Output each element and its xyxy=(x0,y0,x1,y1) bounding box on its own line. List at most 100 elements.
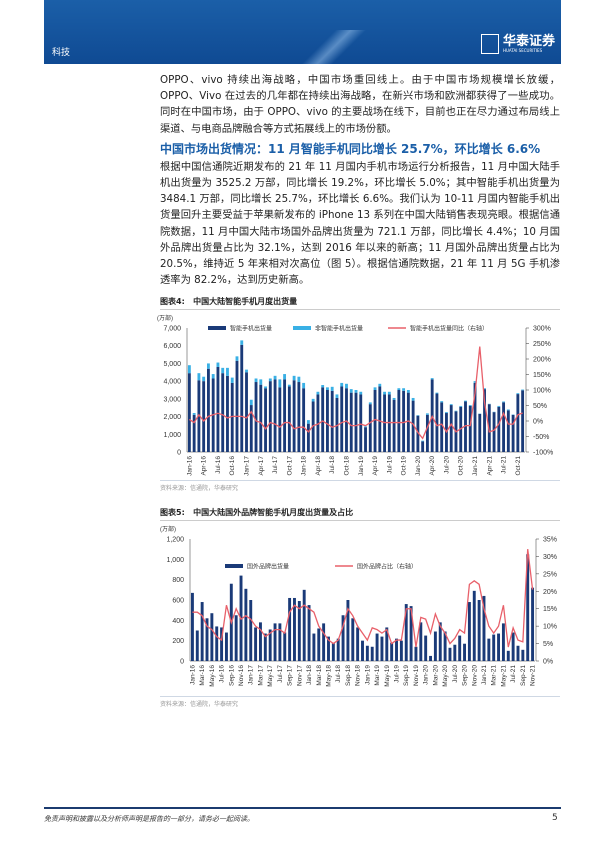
bar-53 xyxy=(448,648,452,662)
stack-bar-10 xyxy=(235,356,239,362)
bar-13 xyxy=(249,405,253,453)
stack-bar-21 xyxy=(287,385,291,387)
bar-50 xyxy=(433,631,437,662)
y2-tick-label: 50% xyxy=(533,403,547,410)
bar-4 xyxy=(210,613,214,662)
y-axis-unit: (万部) xyxy=(157,314,173,322)
paragraph-shipments: 根据中国信通院近期发布的 21 年 11 月国内手机市场运行分析报告，11 月中… xyxy=(160,160,560,287)
stack-bar-16 xyxy=(264,386,267,389)
bar-31 xyxy=(341,615,345,662)
bar-46 xyxy=(414,647,418,662)
bar-17 xyxy=(268,381,272,453)
bar-20 xyxy=(288,598,292,662)
x-tick-label: Apr-18 xyxy=(315,456,322,476)
bar-60 xyxy=(473,383,477,453)
x-tick-label: Jan-17 xyxy=(248,665,255,685)
stack-bar-18 xyxy=(273,376,277,380)
stack-bar-53 xyxy=(440,401,444,403)
y2-tick-label: 0% xyxy=(533,419,543,426)
bar-33 xyxy=(345,388,348,453)
bar-40 xyxy=(378,386,382,453)
bar-50 xyxy=(425,415,429,453)
x-tick-label: Sep-19 xyxy=(403,665,410,686)
bar-18 xyxy=(273,379,277,453)
chart4-title-text: 中国大陆智能手机月度出货量 xyxy=(193,297,298,307)
banner-decoration xyxy=(274,30,394,64)
x-tick-label: Jul-21 xyxy=(510,665,517,683)
bar-6 xyxy=(220,627,224,662)
bar-57 xyxy=(467,602,471,662)
bar-32 xyxy=(346,600,350,662)
x-tick-label: Oct-20 xyxy=(458,456,465,476)
bar-55 xyxy=(449,405,453,453)
bar-60 xyxy=(482,596,486,662)
bar-0 xyxy=(187,373,191,453)
bar-16 xyxy=(268,629,272,662)
bar-34 xyxy=(356,627,360,662)
bar-67 xyxy=(516,646,520,662)
x-tick-label: Apr-21 xyxy=(486,456,493,476)
bar-30 xyxy=(336,639,340,662)
bar-27 xyxy=(322,623,326,662)
x-tick-label: Jul-16 xyxy=(219,665,226,683)
bar-55 xyxy=(458,636,462,662)
bar-62 xyxy=(483,389,486,453)
stack-bar-24 xyxy=(302,383,306,389)
stack-bar-8 xyxy=(226,368,229,377)
yoy-line xyxy=(192,549,534,648)
x-tick-label: Jan-19 xyxy=(364,665,371,685)
x-tick-label: Jan-20 xyxy=(415,456,422,476)
y2-tick-label: 25% xyxy=(543,572,557,579)
stack-bar-20 xyxy=(283,374,287,380)
y2-tick-label: 250% xyxy=(533,341,551,348)
bar-23 xyxy=(302,590,306,662)
stack-bar-35 xyxy=(354,390,358,394)
legend-label: 非智能手机出货量 xyxy=(315,325,363,333)
stack-bar-9 xyxy=(230,378,234,384)
y2-tick-label: 150% xyxy=(533,372,551,379)
bar-15 xyxy=(263,633,267,662)
chart5-title-text: 中国大陆国外品牌智能手机月度出货量及占比 xyxy=(193,508,354,518)
bar-10 xyxy=(235,361,239,453)
bar-11 xyxy=(240,345,244,453)
legend-label: 国外品牌出货量 xyxy=(247,563,289,571)
bar-39 xyxy=(373,390,377,453)
x-tick-label: Jan-16 xyxy=(186,456,193,476)
logo-name: 华泰证券 xyxy=(502,34,555,49)
bar-35 xyxy=(354,393,358,453)
stack-bar-40 xyxy=(378,384,382,387)
x-tick-label: Jan-17 xyxy=(244,456,251,476)
bar-24 xyxy=(302,388,306,453)
bar-6 xyxy=(216,367,220,453)
bar-64 xyxy=(492,412,496,453)
yoy-line xyxy=(189,346,523,441)
stack-bar-69 xyxy=(516,393,520,395)
stack-bar-49 xyxy=(421,441,425,442)
chart5-source: 资料来源：信通院，华泰研究 xyxy=(160,696,560,709)
bar-29 xyxy=(331,643,335,662)
page-number: 5 xyxy=(552,813,558,823)
x-tick-label: May-21 xyxy=(500,665,507,687)
y-tick-label: 7,000 xyxy=(163,326,181,333)
bar-12 xyxy=(245,372,248,453)
bar-28 xyxy=(321,387,325,453)
y2-tick-label: -50% xyxy=(533,434,549,441)
x-tick-label: Nov-18 xyxy=(355,665,362,686)
bar-69 xyxy=(516,394,520,453)
bar-17 xyxy=(273,623,277,662)
y2-tick-label: 100% xyxy=(533,388,551,395)
stack-bar-33 xyxy=(345,384,348,389)
bar-2 xyxy=(200,602,204,662)
x-tick-label: Mar-20 xyxy=(432,665,439,686)
stack-bar-37 xyxy=(364,426,367,428)
stack-bar-17 xyxy=(268,378,272,382)
stack-bar-31 xyxy=(335,394,339,399)
stack-bar-4 xyxy=(206,363,210,370)
bar-1 xyxy=(192,415,196,453)
stack-bar-22 xyxy=(292,376,296,381)
y-tick-label: 1,000 xyxy=(166,557,184,564)
bar-37 xyxy=(364,427,367,453)
bar-7 xyxy=(221,373,225,453)
chart4-source: 资料来源：信通院，华泰研究 xyxy=(160,480,560,493)
